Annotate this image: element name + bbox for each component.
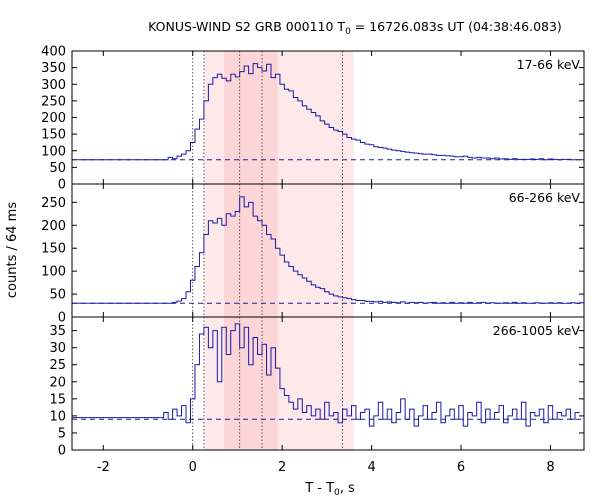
y-tick-label: 5 <box>58 426 66 441</box>
y-tick-label: 50 <box>49 288 66 303</box>
shaded-intervals <box>192 51 354 450</box>
count-rate-series <box>72 323 580 427</box>
y-tick-label: 350 <box>41 61 66 76</box>
chart-title: KONUS-WIND S2 GRB 000110 T0 = 16726.083s… <box>148 19 562 37</box>
y-axis-title: counts / 64 ms <box>5 202 20 298</box>
y-tick-label: 0 <box>58 178 66 193</box>
energy-band-label: 266-1005 keV <box>493 323 581 338</box>
x-tick-label: 6 <box>457 460 465 475</box>
y-tick-label: 0 <box>58 311 66 326</box>
y-tick-label: 100 <box>41 265 66 280</box>
y-tick-label: 0 <box>58 444 66 459</box>
y-tick-label: 250 <box>41 94 66 109</box>
shaded-interval-0 <box>224 51 278 450</box>
y-tick-label: 250 <box>41 196 66 211</box>
y-tick-label: 150 <box>41 128 66 143</box>
y-tick-label: 50 <box>49 161 66 176</box>
energy-band-label: 17-66 keV <box>517 57 581 72</box>
x-tick-label: 4 <box>367 460 375 475</box>
y-tick-label: 30 <box>49 341 66 356</box>
y-tick-label: 400 <box>41 45 66 60</box>
y-tick-label: 100 <box>41 144 66 159</box>
y-tick-label: 10 <box>49 409 66 424</box>
y-tick-label: 150 <box>41 242 66 257</box>
y-tick-label: 15 <box>49 392 66 407</box>
x-tick-label: 2 <box>278 460 286 475</box>
x-axis-title: T - T0, s <box>304 481 355 498</box>
panel-frame <box>71 316 585 451</box>
energy-band-label: 66-266 keV <box>509 190 581 205</box>
count-rate-series <box>72 196 584 304</box>
count-rate-series <box>72 63 584 161</box>
figure-text: KONUS-WIND S2 GRB 000110 T0 = 16726.083s… <box>5 19 562 498</box>
x-tick-label: -2 <box>97 460 110 475</box>
y-tick-label: 35 <box>49 324 66 339</box>
y-tick-label: 200 <box>41 219 66 234</box>
y-tick-label: 300 <box>41 78 66 93</box>
x-tick-label: 0 <box>189 460 197 475</box>
panel-3: 0 5 10 15 20 25 30 35 266-1005 keV <box>49 316 585 459</box>
x-tick-label: 8 <box>546 460 554 475</box>
y-tick-label: 25 <box>49 358 66 373</box>
y-tick-label: 200 <box>41 111 66 126</box>
y-tick-label: 20 <box>49 375 66 390</box>
